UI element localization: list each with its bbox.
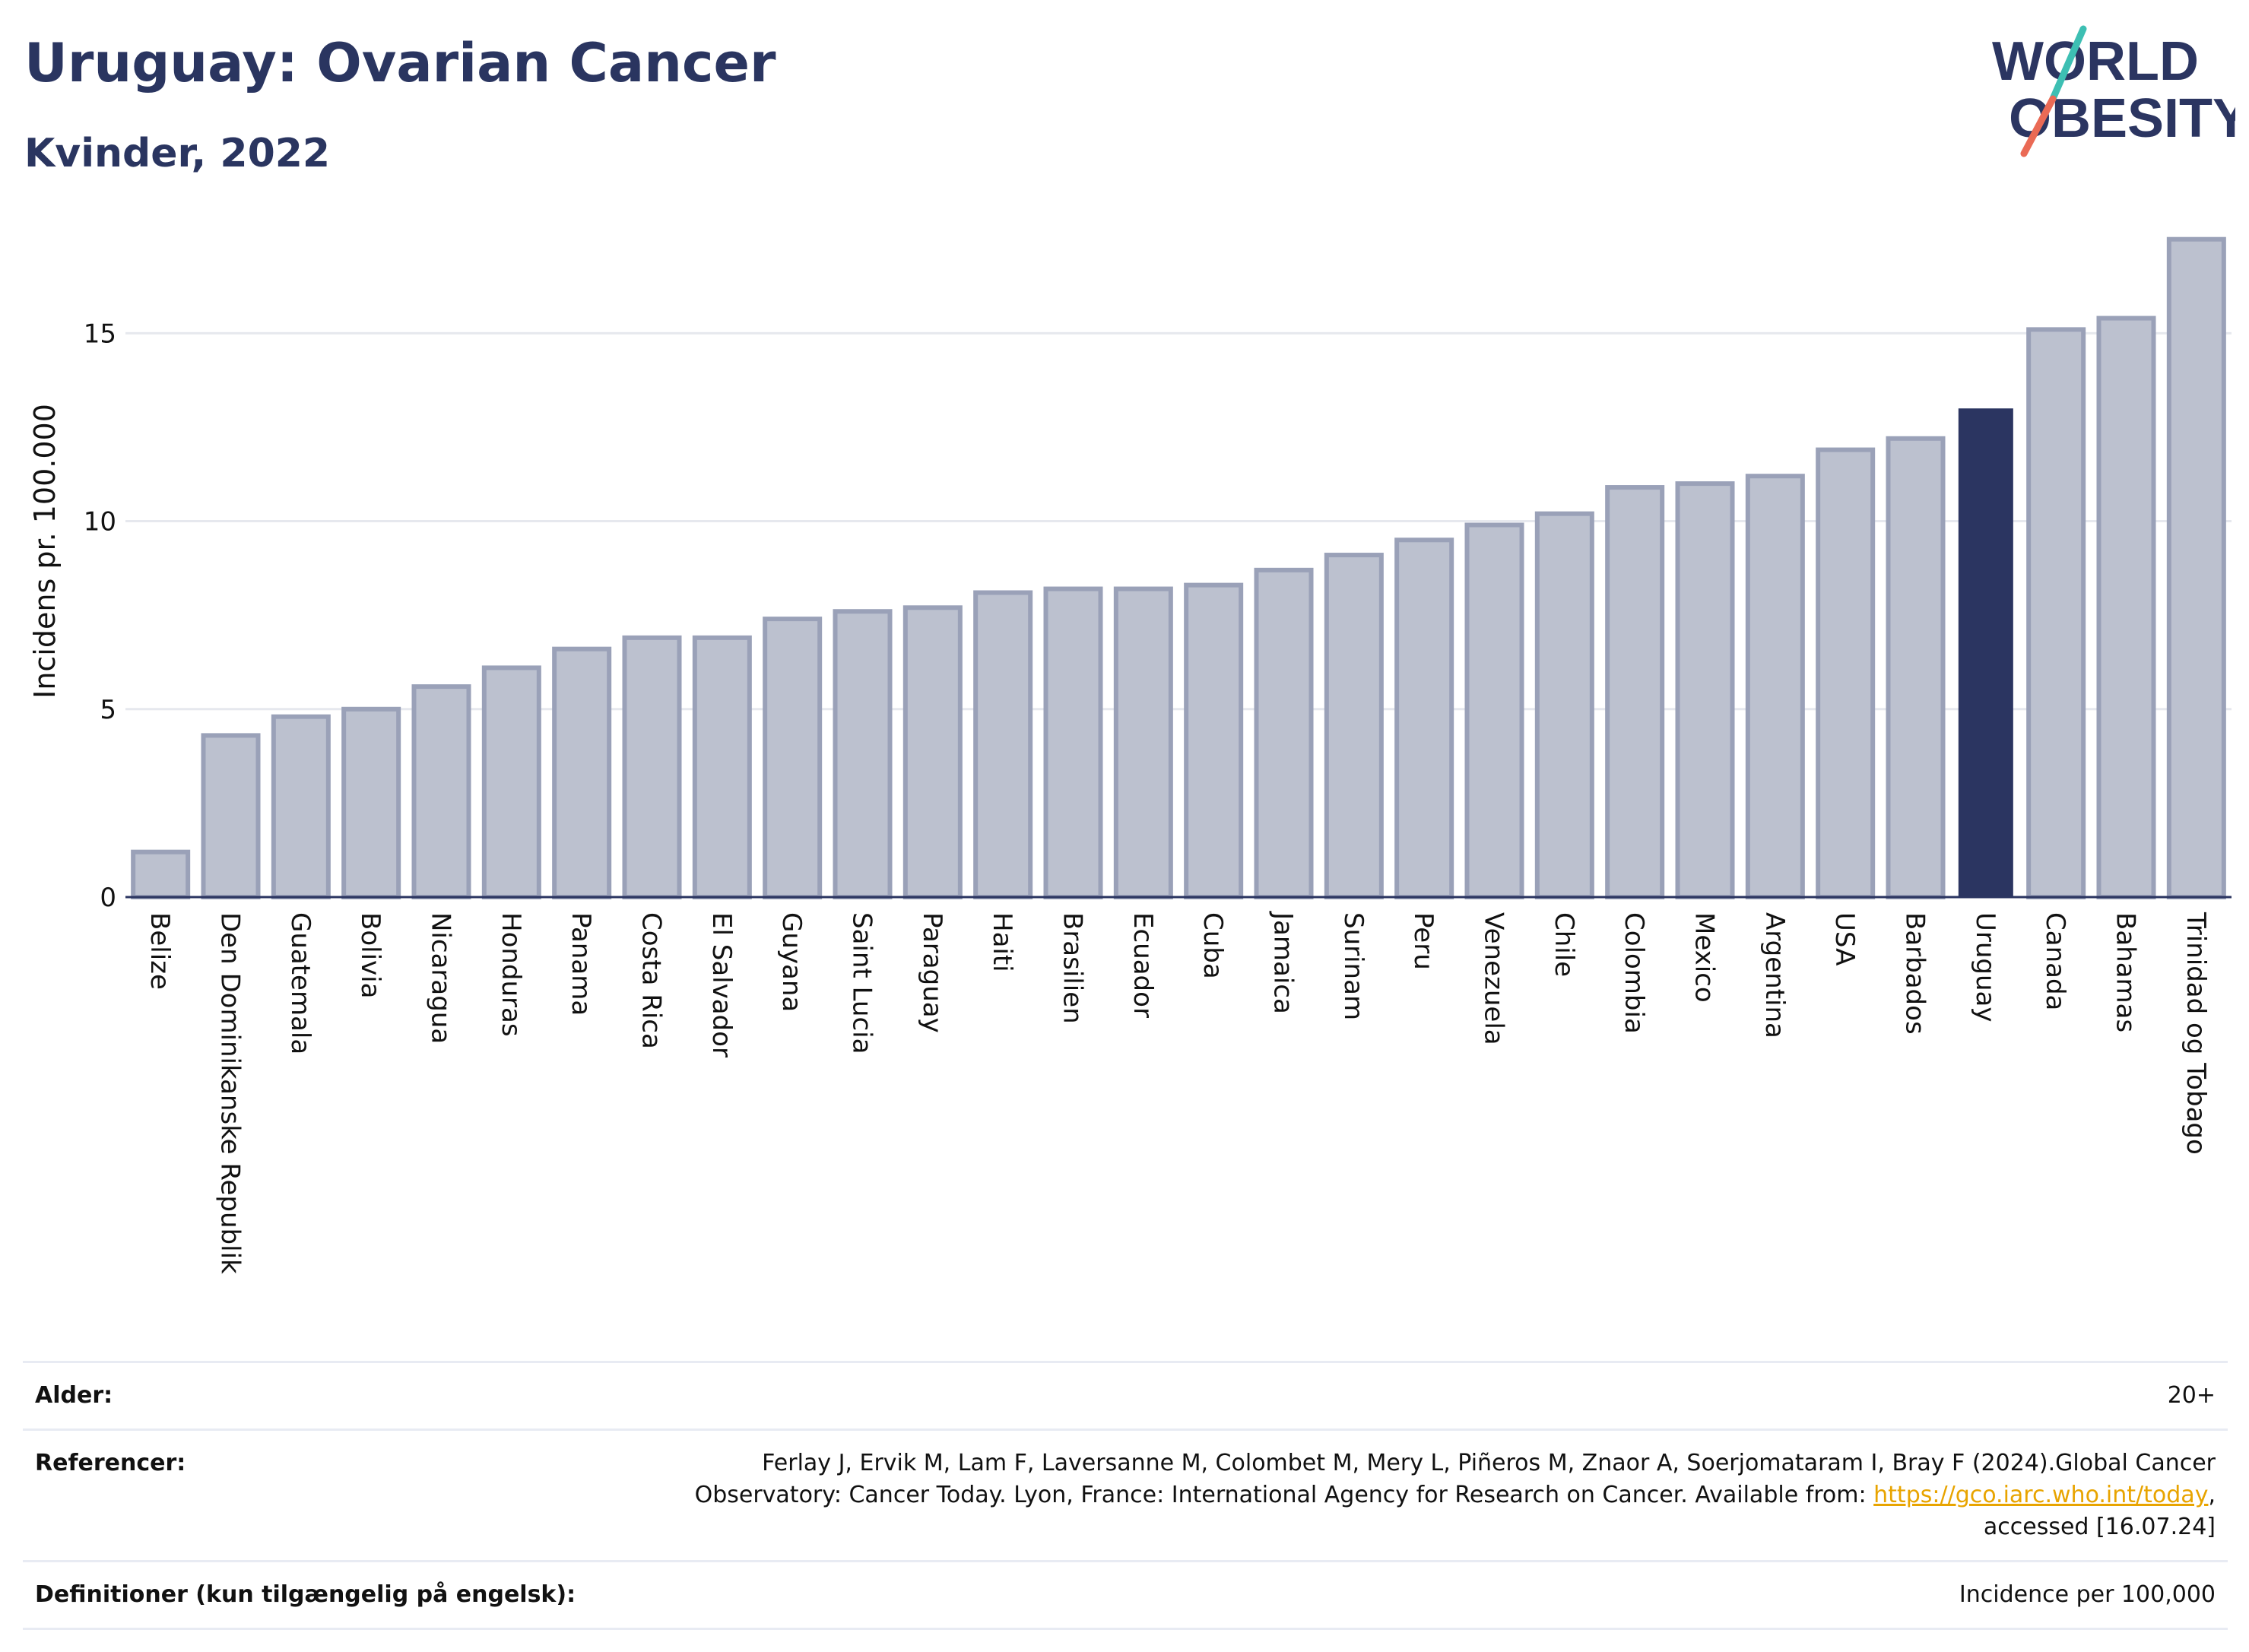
x-tick-label: Paraguay <box>917 912 947 1033</box>
bar-venezuela <box>1464 522 1524 899</box>
references-label: Referencer: <box>35 1450 186 1476</box>
y-tick-label: 10 <box>84 507 116 537</box>
x-tick-label: Colombia <box>1619 912 1649 1034</box>
bar-argentina <box>1745 474 1805 899</box>
chart-title: Uruguay: Ovarian Cancer <box>24 32 776 94</box>
bar-colombia <box>1605 485 1665 899</box>
references-suffix: , accessed [16.07.24] <box>1983 1482 2216 1540</box>
y-tick-label: 15 <box>84 319 116 349</box>
bar-honduras <box>481 665 541 900</box>
y-tick-label: 5 <box>100 695 116 725</box>
x-tick-label: Nicaragua <box>426 912 456 1044</box>
bar-belize <box>131 849 191 899</box>
bar-brasilien <box>1043 586 1103 899</box>
x-tick-label: Mexico <box>1689 912 1720 1003</box>
bar-chart: 0 5 10 15 Belize Den Dominikanske Republik Gua… <box>28 236 2232 1274</box>
x-tick-label: Saint Lucia <box>847 912 877 1054</box>
x-tick-label: Belize <box>144 912 175 990</box>
world-obesity-logo: WORLD OBESITY <box>1992 25 2235 157</box>
x-tick-label: Guyana <box>776 912 807 1012</box>
x-tick-label: Brasilien <box>1058 912 1088 1024</box>
logo-slash-coral <box>2020 95 2057 157</box>
bar-jamaica <box>1254 567 1314 899</box>
bar-mexico <box>1675 481 1735 899</box>
x-tick-label: Canada <box>2040 912 2070 1010</box>
x-tick-label: Uruguay <box>1970 912 2000 1023</box>
definitions-value: Incidence per 100,000 <box>1959 1581 2216 1608</box>
x-tick-label: Panama <box>566 912 596 1016</box>
x-tick-label: Venezuela <box>1479 912 1509 1045</box>
x-tick-label: El Salvador <box>706 912 737 1057</box>
bar-ecuador <box>1113 586 1173 899</box>
x-tick-label: Bolivia <box>355 912 385 998</box>
bar-costa-rica <box>622 635 682 899</box>
info-row-references: Referencer: Ferlay J, Ervik M, Lam F, La… <box>23 1428 2228 1560</box>
chart-subtitle: Kvinder, 2022 <box>24 131 331 176</box>
info-row-definitions: Definitioner (kun tilgængelig på engelsk… <box>23 1560 2228 1630</box>
x-tick-label: Cuba <box>1197 912 1228 979</box>
bar-panama <box>552 646 612 900</box>
bar-barbados <box>1886 436 1946 899</box>
x-tick-label: Barbados <box>1900 912 1930 1035</box>
logo-line1: WORLD <box>1992 31 2199 92</box>
x-tick-label: Haiti <box>987 912 1017 972</box>
references-text: Ferlay J, Ervik M, Lam F, Laversanne M, … <box>694 1450 2216 1508</box>
logo-line2: OBESITY <box>2009 88 2235 149</box>
bar-surinam <box>1324 553 1384 899</box>
bar-el-salvador <box>692 635 752 899</box>
bars <box>131 236 2226 900</box>
bar-usa <box>1816 447 1876 899</box>
x-tick-label: Honduras <box>496 912 526 1037</box>
info-table: Alder: 20+ Referencer: Ferlay J, Ervik M… <box>23 1361 2228 1630</box>
logo-slash-teal <box>2049 25 2087 103</box>
bar-bolivia <box>341 706 401 899</box>
bar-guatemala <box>271 714 331 900</box>
x-tick-label: Ecuador <box>1128 912 1158 1018</box>
x-tick-label: Costa Rica <box>636 912 667 1049</box>
bar-cuba <box>1184 582 1244 899</box>
bar-den-dominikanske-republik <box>201 733 261 900</box>
info-row-age: Alder: 20+ <box>23 1361 2228 1428</box>
grid-lines <box>125 331 2232 711</box>
y-tick-label: 0 <box>100 883 116 913</box>
references-link[interactable]: https://gco.iarc.who.int/today <box>1873 1482 2209 1508</box>
references-value: Ferlay J, Ervik M, Lam F, Laversanne M, … <box>657 1447 2216 1543</box>
bar-uruguay <box>1958 408 2013 897</box>
x-tick-label: Peru <box>1408 912 1439 970</box>
x-tick-label: Guatemala <box>285 912 316 1054</box>
bar-canada <box>2026 327 2086 899</box>
age-label: Alder: <box>35 1382 113 1409</box>
x-tick-label: Den Dominikanske Republik <box>215 912 246 1274</box>
age-value: 20+ <box>2167 1382 2216 1409</box>
x-tick-label: Chile <box>1549 912 1579 977</box>
bar-paraguay <box>902 605 963 899</box>
x-tick-label: Trinidad og Tobago <box>2181 912 2211 1155</box>
bar-saint-lucia <box>833 609 893 899</box>
bar-haiti <box>973 590 1033 899</box>
axes: 0 5 10 15 Belize Den Dominikanske Republik Gua… <box>84 319 2232 1274</box>
x-tick-label: Argentina <box>1759 912 1790 1038</box>
bar-guyana <box>763 617 823 899</box>
bar-chile <box>1534 511 1594 900</box>
bar-bahamas <box>2096 315 2156 899</box>
x-tick-label: USA <box>1829 912 1860 966</box>
bar-nicaragua <box>411 684 471 899</box>
x-tick-label: Surinam <box>1338 912 1369 1020</box>
x-tick-label: Jamaica <box>1268 911 1299 1014</box>
bar-peru <box>1394 537 1454 899</box>
x-tick-label: Bahamas <box>2111 912 2141 1032</box>
definitions-label: Definitioner (kun tilgængelig på engelsk… <box>35 1581 576 1608</box>
bar-trinidad-og-tobago <box>2166 236 2226 899</box>
y-axis-title: Incidens pr. 100.000 <box>28 404 62 699</box>
